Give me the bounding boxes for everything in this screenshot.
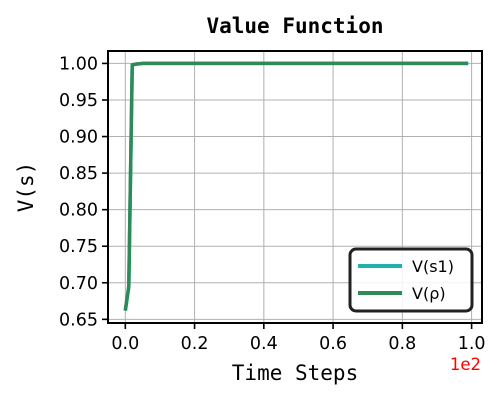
chart-title: Value Function bbox=[206, 14, 383, 38]
y-tick-label: 0.95 bbox=[59, 91, 98, 111]
x-tick-label: 0.0 bbox=[111, 334, 139, 354]
y-tick-label: 0.65 bbox=[59, 310, 98, 330]
x-tick-label: 0.4 bbox=[250, 334, 278, 354]
x-tick-label: 1.0 bbox=[458, 334, 486, 354]
y-tick-label: 0.85 bbox=[59, 164, 98, 184]
series-lines bbox=[123, 61, 469, 311]
y-tick-label: 0.75 bbox=[59, 237, 98, 257]
x-offset-label: 1e2 bbox=[450, 355, 481, 374]
legend-label-v-s1: V(s1) bbox=[412, 257, 454, 276]
y-tick-label: 0.90 bbox=[59, 128, 98, 148]
plot-frame bbox=[107, 50, 483, 324]
x-tick-label: 0.8 bbox=[388, 334, 416, 354]
y-tick-label: 1.00 bbox=[59, 54, 98, 74]
y-tick-label: 0.70 bbox=[59, 274, 98, 294]
x-tick-label: 0.6 bbox=[319, 334, 347, 354]
x-axis-label: Time Steps bbox=[232, 361, 358, 385]
x-tick-label: 0.2 bbox=[181, 334, 209, 354]
legend-label-v-rho: V(ρ) bbox=[412, 284, 446, 303]
legend: V(s1) V(ρ) bbox=[348, 247, 474, 313]
series-line-v-rho bbox=[123, 61, 469, 311]
y-axis-label: V(s) bbox=[14, 162, 38, 213]
ticks: 0.0 0.2 0.4 0.6 0.8 1.0 0.65 0.70 0.75 0.80 0.85 0.… bbox=[59, 54, 486, 354]
y-tick-label: 0.80 bbox=[59, 201, 98, 221]
